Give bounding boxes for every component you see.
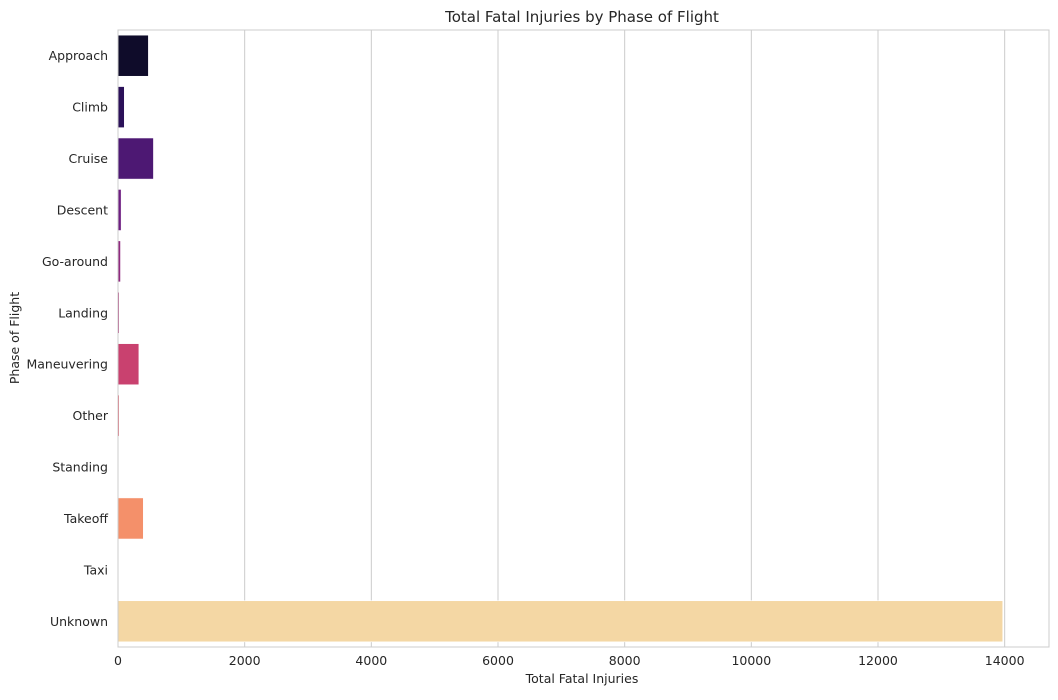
bar-maneuvering xyxy=(118,344,139,385)
x-tick-label: 8000 xyxy=(609,653,641,668)
bar-approach xyxy=(118,35,148,76)
y-tick-label: Unknown xyxy=(50,614,108,629)
y-tick-label: Other xyxy=(73,408,109,423)
y-tick-label: Standing xyxy=(52,460,108,475)
chart-title: Total Fatal Injuries by Phase of Flight xyxy=(444,8,719,26)
x-tick-label: 12000 xyxy=(858,653,898,668)
y-tick-label: Landing xyxy=(58,305,108,320)
y-tick-label: Go-around xyxy=(42,254,108,269)
y-tick-label: Approach xyxy=(49,48,108,63)
bar-climb xyxy=(118,87,124,128)
y-tick-label: Maneuvering xyxy=(26,357,108,372)
gridlines xyxy=(245,30,1005,647)
bars xyxy=(118,35,1003,642)
y-axis-label: Phase of Flight xyxy=(7,292,22,384)
bar-unknown xyxy=(118,601,1003,642)
x-tick-label: 2000 xyxy=(229,653,261,668)
y-tick-label: Takeoff xyxy=(63,511,108,526)
x-axis-label: Total Fatal Injuries xyxy=(525,671,639,686)
x-tick-label: 0 xyxy=(114,653,122,668)
x-tick-label: 14000 xyxy=(985,653,1025,668)
plot-frame xyxy=(118,30,1049,647)
y-tick-label: Taxi xyxy=(83,562,108,577)
x-tick-label: 4000 xyxy=(355,653,387,668)
y-tick-label: Cruise xyxy=(69,151,109,166)
x-tick-label: 10000 xyxy=(731,653,771,668)
y-tick-label: Descent xyxy=(57,202,108,217)
bar-cruise xyxy=(118,138,153,179)
y-tick-labels: Approach Climb Cruise Descent Go-around Landi… xyxy=(26,48,108,629)
y-tick-label: Climb xyxy=(72,100,108,115)
x-tick-labels: 0 2000 4000 6000 8000 10000 12000 14000 xyxy=(114,653,1025,668)
bar-takeoff xyxy=(118,498,143,539)
x-tick-label: 6000 xyxy=(482,653,514,668)
